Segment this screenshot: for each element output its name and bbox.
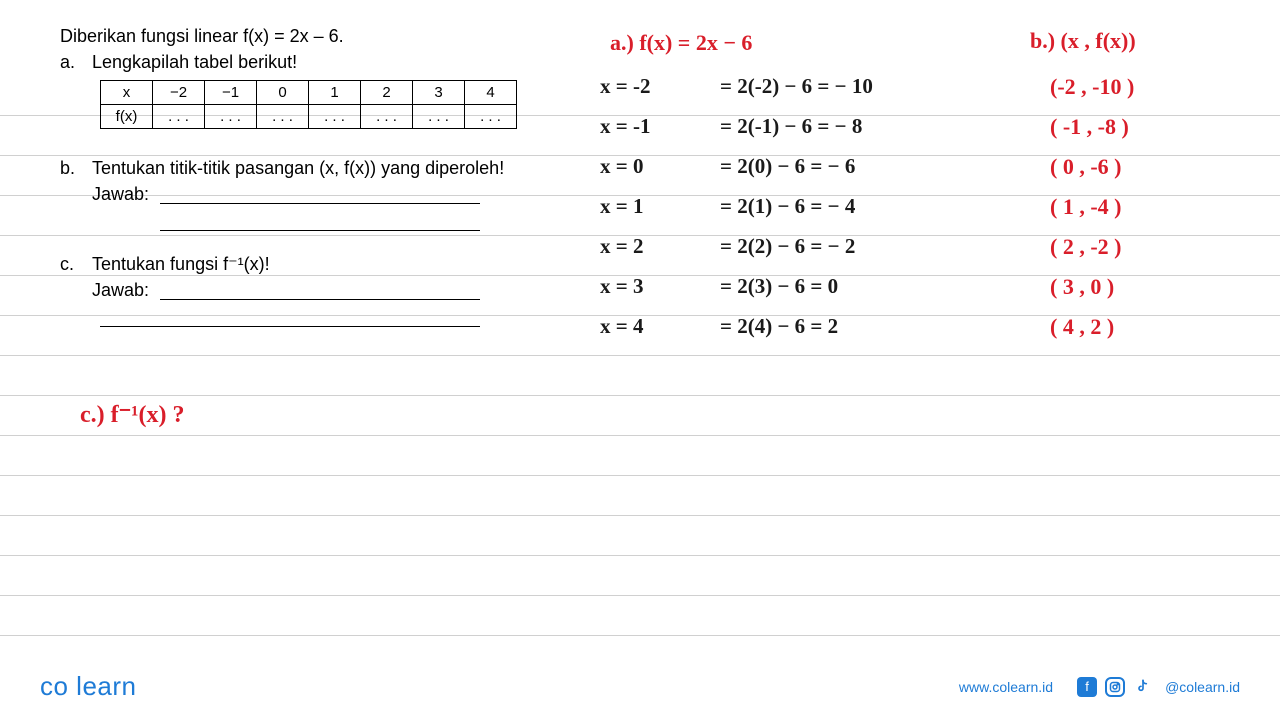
answer-line xyxy=(160,230,480,231)
work-x: x = 2 xyxy=(600,234,643,259)
table-header-cell: 3 xyxy=(413,81,465,105)
table-cell: . . . xyxy=(361,105,413,129)
item-c-text: Tentukan fungsi f⁻¹(x)! xyxy=(92,254,270,275)
brand-logo: co learn xyxy=(40,671,137,702)
item-a-label: a. xyxy=(60,52,75,73)
table-header-cell: 2 xyxy=(361,81,413,105)
website-link[interactable]: www.colearn.id xyxy=(959,679,1053,695)
table-header-cell: 0 xyxy=(257,81,309,105)
table-header-cell: −2 xyxy=(153,81,205,105)
item-c-jawab: Jawab: xyxy=(92,280,149,301)
work-calc: = 2(-1) − 6 = − 8 xyxy=(720,114,862,139)
table-header-cell: −1 xyxy=(205,81,257,105)
work-x: x = 3 xyxy=(600,274,643,299)
tiktok-icon[interactable] xyxy=(1133,677,1153,697)
work-pair: ( 3 , 0 ) xyxy=(1050,274,1114,300)
work-x: x = 4 xyxy=(600,314,643,339)
work-calc: = 2(3) − 6 = 0 xyxy=(720,274,838,299)
table-header-cell: 4 xyxy=(465,81,517,105)
table-cell: . . . xyxy=(413,105,465,129)
problem-table: x−2−101234 f(x). . .. . .. . .. . .. . .… xyxy=(100,80,517,129)
work-pair: ( 1 , -4 ) xyxy=(1050,194,1121,220)
table-row-label: f(x) xyxy=(101,105,153,129)
work-a-header: a.) f(x) = 2x − 6 xyxy=(610,30,752,56)
work-x: x = -2 xyxy=(600,74,650,99)
work-b-header: b.) (x , f(x)) xyxy=(1030,28,1136,54)
work-calc: = 2(0) − 6 = − 6 xyxy=(720,154,855,179)
footer: co learn www.colearn.id f @colearn.id xyxy=(0,671,1280,702)
social-row: f @colearn.id xyxy=(1077,677,1240,697)
answer-line xyxy=(160,203,480,204)
table-header-cell: 1 xyxy=(309,81,361,105)
table-cell: . . . xyxy=(257,105,309,129)
table-header-cell: x xyxy=(101,81,153,105)
work-pair: (-2 , -10 ) xyxy=(1050,74,1134,100)
item-c-label: c. xyxy=(60,254,74,275)
work-pair: ( -1 , -8 ) xyxy=(1050,114,1129,140)
work-pair: ( 4 , 2 ) xyxy=(1050,314,1114,340)
item-b-text: Tentukan titik-titik pasangan (x, f(x)) … xyxy=(92,158,504,179)
work-c-header: c.) f⁻¹(x) ? xyxy=(80,400,184,429)
work-x: x = 0 xyxy=(600,154,643,179)
work-pair: ( 0 , -6 ) xyxy=(1050,154,1121,180)
item-b-jawab: Jawab: xyxy=(92,184,149,205)
work-x: x = -1 xyxy=(600,114,650,139)
work-x: x = 1 xyxy=(600,194,643,219)
item-b-label: b. xyxy=(60,158,75,179)
work-pair: ( 2 , -2 ) xyxy=(1050,234,1121,260)
table-cell: . . . xyxy=(153,105,205,129)
instagram-icon[interactable] xyxy=(1105,677,1125,697)
work-calc: = 2(2) − 6 = − 2 xyxy=(720,234,855,259)
table-cell: . . . xyxy=(465,105,517,129)
table-cell: . . . xyxy=(309,105,361,129)
answer-line xyxy=(100,326,480,327)
work-calc: = 2(4) − 6 = 2 xyxy=(720,314,838,339)
work-calc: = 2(-2) − 6 = − 10 xyxy=(720,74,873,99)
problem-stem: Diberikan fungsi linear f(x) = 2x – 6. xyxy=(60,26,344,47)
facebook-icon[interactable]: f xyxy=(1077,677,1097,697)
item-a-text: Lengkapilah tabel berikut! xyxy=(92,52,297,73)
table-cell: . . . xyxy=(205,105,257,129)
social-handle: @colearn.id xyxy=(1165,679,1240,695)
work-calc: = 2(1) − 6 = − 4 xyxy=(720,194,855,219)
answer-line xyxy=(160,299,480,300)
